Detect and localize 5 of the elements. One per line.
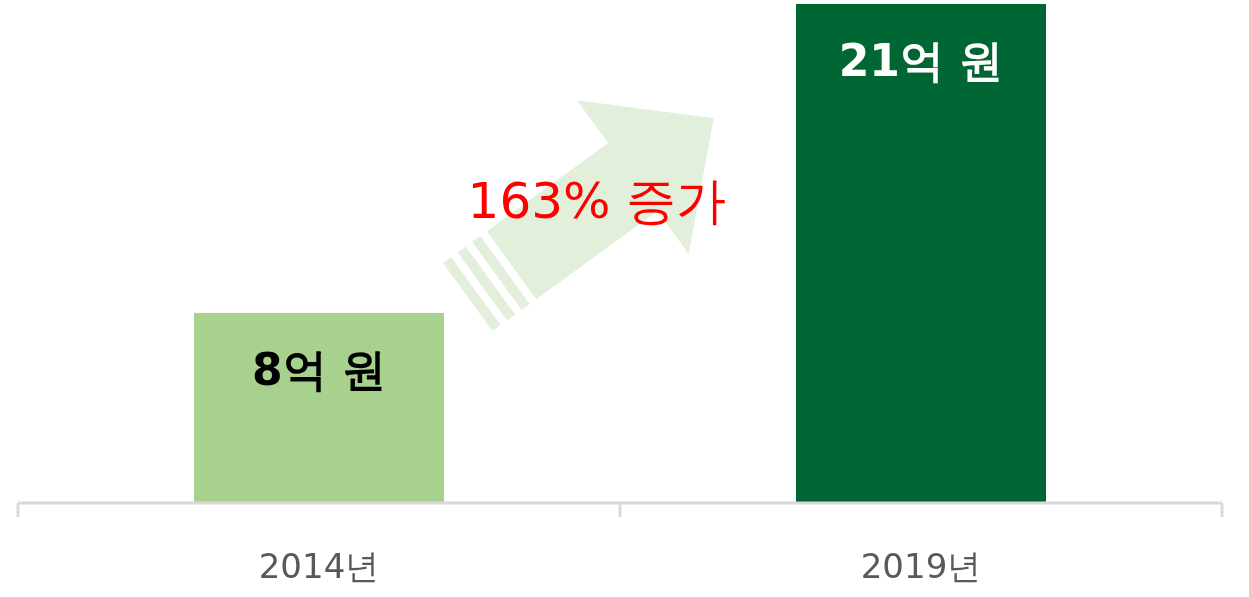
annotation: 163% 증가 (467, 172, 727, 230)
x-tick-label: 2014년 (258, 546, 380, 586)
data-label: 21억 원 (838, 35, 1004, 86)
x-tick-label: 2019년 (860, 546, 982, 586)
data-label: 8억 원 (252, 343, 386, 395)
